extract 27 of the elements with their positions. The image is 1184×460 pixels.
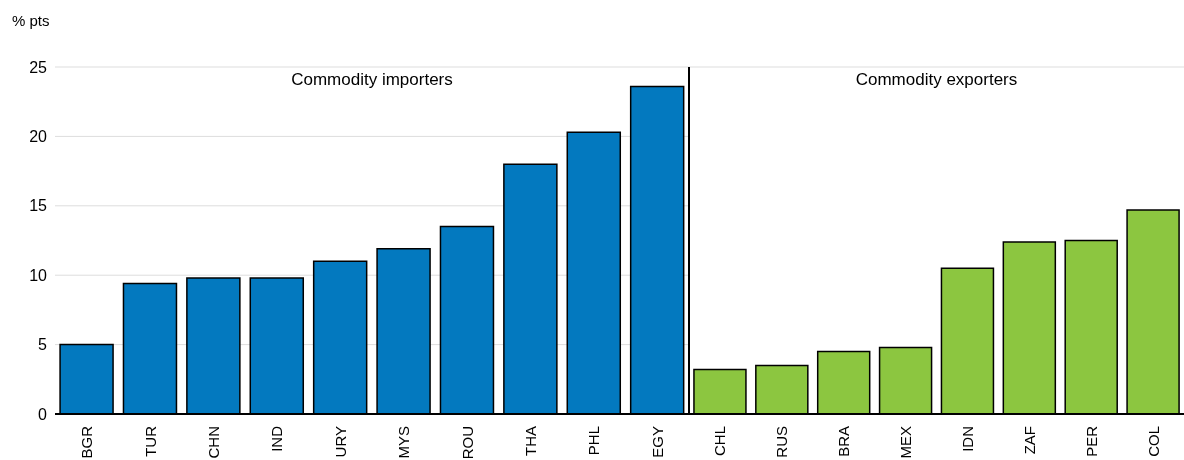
- y-axis-title: % pts: [12, 12, 50, 29]
- x-tick-label: ROU: [458, 426, 476, 460]
- x-tick-label: CHL: [711, 426, 729, 457]
- x-tick-label: PHL: [585, 426, 603, 456]
- x-tick-label: PER: [1082, 425, 1100, 457]
- x-tick-label: COL: [1144, 426, 1162, 457]
- y-tick-label: 0: [38, 405, 48, 423]
- x-tick-label: BRA: [835, 426, 853, 457]
- x-tick-label: MYS: [395, 426, 413, 459]
- chart-title: Commodity exporters: [854, 70, 1019, 90]
- y-tick-label: 10: [29, 266, 48, 284]
- x-tick-label: URY: [331, 426, 349, 458]
- x-tick-label: MEX: [897, 426, 915, 459]
- x-tick-label: RUS: [773, 426, 791, 458]
- x-tick-label: CHN: [205, 426, 222, 459]
- x-tick-label: IND: [268, 425, 286, 452]
- y-tick-label: 15: [29, 197, 48, 215]
- y-tick-label: 20: [29, 128, 48, 146]
- x-tick-label: THA: [522, 426, 539, 456]
- y-tick-label: 5: [38, 336, 48, 354]
- x-tick-label: ZAF: [1020, 426, 1038, 455]
- x-tick-label: BGR: [78, 425, 96, 459]
- x-tick-label: EGY: [648, 426, 666, 458]
- chart-title: Commodity importers: [290, 70, 454, 90]
- x-tick-label: IDN: [958, 426, 976, 452]
- y-tick-label: 25: [29, 58, 48, 76]
- x-tick-label: TUR: [141, 425, 159, 457]
